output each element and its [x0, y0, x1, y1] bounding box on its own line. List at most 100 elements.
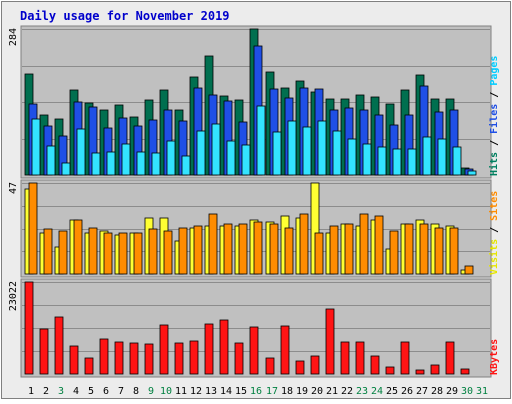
bar-kbytes-day-2	[39, 328, 49, 375]
panel-2: 47 Visits / Sites	[8, 179, 500, 278]
bar-kbytes-day-23	[355, 341, 365, 375]
day-label: 23	[356, 386, 368, 397]
bar-kbytes-day-4	[69, 345, 79, 375]
day-label: 7	[118, 386, 124, 397]
bar-sites-day-25	[389, 230, 399, 275]
legend-item: Sites	[488, 191, 500, 221]
legend-item: Visits	[488, 239, 500, 275]
legend: Hits / Files / Pages	[488, 56, 500, 176]
bar-pages-day-26	[407, 148, 417, 176]
day-label: 8	[133, 386, 139, 397]
bar-sites-day-23	[359, 213, 369, 275]
bar-kbytes-day-14	[219, 319, 229, 375]
y-max-label: 23022	[8, 281, 19, 311]
day-label: 11	[175, 386, 187, 397]
bar-kbytes-day-30	[460, 368, 470, 375]
day-label: 28	[431, 386, 443, 397]
day-label: 20	[311, 386, 323, 397]
day-label: 14	[220, 386, 232, 397]
bar-kbytes-day-17	[265, 357, 275, 375]
day-label: 15	[235, 386, 247, 397]
bar-kbytes-day-25	[385, 366, 395, 375]
day-label: 17	[266, 386, 278, 397]
bar-kbytes-day-22	[340, 341, 350, 375]
bar-kbytes-day-20	[310, 355, 320, 375]
day-label: 9	[148, 386, 154, 397]
day-label: 25	[386, 386, 398, 397]
bar-sites-day-15	[238, 223, 248, 275]
bar-kbytes-day-7	[114, 341, 124, 375]
legend-item: Hits	[488, 152, 500, 176]
day-label: 13	[205, 386, 217, 397]
day-axis: 1 2 3 4 5 6 7 8 9 10 11 12 13 14 15 16 17 18 19 20 21 22 23 24 2…	[28, 386, 488, 397]
day-label: 3	[58, 386, 64, 397]
bar-sites-day-19	[299, 213, 309, 275]
bar-sites-day-16	[253, 221, 263, 275]
bar-kbytes-day-9	[144, 343, 154, 375]
bar-sites-day-8	[133, 232, 143, 275]
bar-kbytes-day-26	[400, 341, 410, 375]
legend-item: /	[489, 221, 500, 239]
legend: KBytes	[489, 339, 500, 375]
bar-sites-day-13	[208, 213, 218, 275]
bar-kbytes-day-10	[159, 324, 169, 375]
day-label: 18	[281, 386, 293, 397]
bar-sites-day-28	[434, 227, 444, 275]
bar-sites-day-14	[223, 223, 233, 275]
bar-kbytes-day-16	[249, 326, 259, 375]
bar-sites-day-6	[103, 232, 113, 275]
day-label: 5	[88, 386, 94, 397]
bar-kbytes-day-8	[129, 342, 139, 375]
bar-pages-day-12	[196, 130, 206, 176]
bar-pages-day-7	[121, 143, 131, 176]
bar-kbytes-day-3	[54, 316, 64, 375]
bar-pages-day-28	[437, 138, 447, 176]
bar-sites-day-30	[464, 265, 474, 275]
bar-pages-day-22	[347, 138, 357, 176]
y-max-label: 284	[8, 28, 19, 46]
bar-kbytes-day-29	[445, 341, 455, 375]
bar-kbytes-day-24	[370, 355, 380, 375]
bar-sites-day-7	[118, 232, 128, 275]
bar-pages-day-4	[76, 128, 86, 176]
panel-1: 284 Hits / Files / Pages	[8, 25, 500, 179]
bar-pages-day-30	[467, 170, 477, 176]
bar-pages-day-6	[106, 151, 116, 176]
day-label: 10	[160, 386, 172, 397]
bar-kbytes-day-13	[204, 323, 214, 375]
bar-kbytes-day-12	[189, 340, 199, 375]
bar-sites-day-11	[178, 227, 188, 275]
bar-sites-day-20	[314, 232, 324, 275]
bar-pages-day-14	[226, 140, 236, 176]
day-label: 27	[416, 386, 428, 397]
bar-kbytes-day-1	[24, 281, 34, 375]
bar-kbytes-day-18	[280, 325, 290, 375]
bar-pages-day-27	[422, 136, 432, 176]
legend-item: /	[489, 134, 500, 152]
bar-pages-day-23	[362, 143, 372, 176]
day-label: 16	[250, 386, 262, 397]
bar-sites-day-5	[88, 227, 98, 275]
bar-pages-day-1	[31, 118, 41, 176]
legend-item: Pages	[489, 56, 500, 86]
bar-sites-day-3	[58, 230, 68, 275]
bar-pages-day-18	[287, 120, 297, 176]
bar-kbytes-day-21	[325, 308, 335, 375]
day-label: 24	[371, 386, 383, 397]
day-label: 29	[446, 386, 458, 397]
bar-kbytes-day-19	[295, 360, 305, 375]
bar-kbytes-day-5	[84, 357, 94, 375]
bar-sites-day-26	[404, 223, 414, 275]
y-max-label: 47	[8, 182, 19, 194]
bar-sites-day-12	[193, 225, 203, 275]
bar-pages-day-10	[166, 140, 176, 176]
bar-sites-day-17	[269, 223, 279, 275]
day-label: 1	[28, 386, 34, 397]
bar-sites-day-21	[329, 225, 339, 275]
bar-kbytes-day-27	[415, 369, 425, 375]
day-label: 2	[43, 386, 49, 397]
bar-sites-day-2	[43, 228, 53, 275]
